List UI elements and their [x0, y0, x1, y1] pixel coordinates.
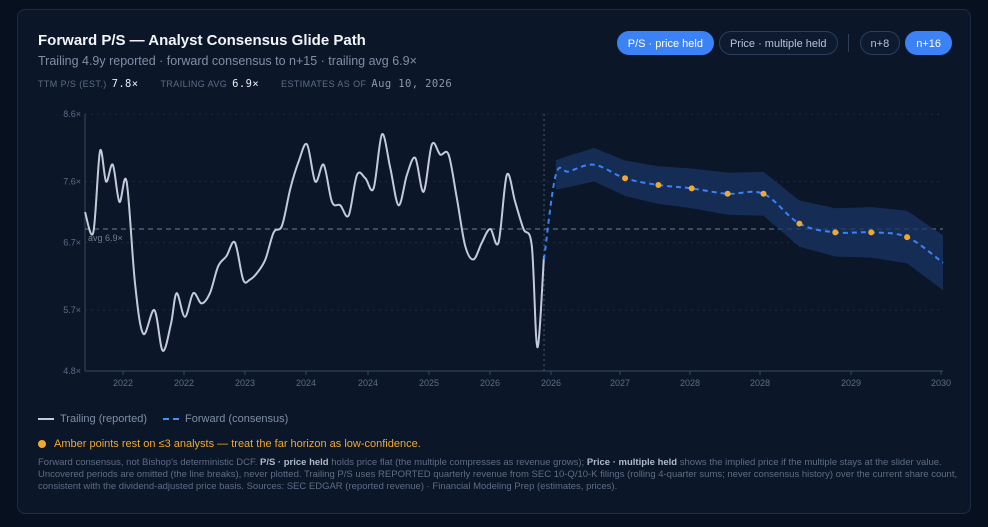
x-tick-label: 2030: [931, 378, 951, 388]
x-tick-label: 2025: [419, 378, 439, 388]
legend: Trailing (reported) Forward (consensus): [38, 413, 304, 425]
x-tick-label: 2028: [680, 378, 700, 388]
chart-plot: 4.8× 5.7× 6.7× 7.6× 8.6× 2022 2022 2023 2024 2024…: [63, 109, 951, 388]
avg-line-label: avg 6.9×: [88, 233, 123, 243]
ttm-value: 7.8×: [111, 78, 139, 90]
x-tick-label: 2029: [841, 378, 861, 388]
forward-confidence-band: [555, 148, 943, 291]
x-tick-label: 2024: [296, 378, 316, 388]
legend-item-forward: Forward (consensus): [163, 413, 288, 425]
trailing-series-line: [84, 133, 545, 352]
amber-low-confidence-point: [688, 185, 695, 192]
footnote-bold-1: P/S · price held: [259, 457, 329, 468]
x-tick-label: 2026: [541, 378, 561, 388]
amber-low-confidence-point: [760, 190, 767, 197]
legend-swatch-forward: [163, 418, 180, 420]
footnote-text-1: Forward consensus, not Bishop's determin…: [38, 457, 260, 468]
y-tick-label: 6.7×: [63, 238, 81, 248]
footnote-text-2: holds price flat (the multiple compresse…: [328, 457, 587, 468]
x-tick-label: 2024: [358, 378, 378, 388]
chart-card: Forward P/S — Analyst Consensus Glide Pa…: [17, 9, 971, 514]
footnote-text-3: shows the implied price if the multiple …: [38, 457, 958, 492]
x-tick-label: 2027: [610, 378, 630, 388]
chart-subtitle: Trailing 4.9y reported · forward consens…: [38, 54, 417, 68]
x-tick-label: 2026: [480, 378, 500, 388]
avg-label: TRAILING AVG: [160, 79, 228, 89]
amber-low-confidence-point: [655, 182, 662, 189]
legend-label-trailing: Trailing (reported): [60, 413, 148, 425]
amber-low-confidence-point: [796, 220, 803, 227]
x-tick-label: 2023: [235, 378, 255, 388]
amber-low-confidence-point: [622, 175, 629, 182]
legend-label-forward: Forward (consensus): [185, 413, 289, 425]
footnote-bold-2: Price · multiple held: [586, 457, 678, 468]
controls: P/S · price held Price · multiple held n…: [612, 31, 952, 55]
controls-divider: [847, 34, 849, 52]
amber-low-confidence-point: [868, 229, 875, 236]
warning-text: Amber points rest on ≤3 analysts — treat…: [54, 438, 421, 450]
footnote: Forward consensus, not Bishop's determin…: [38, 457, 958, 493]
amber-low-confidence-point: [904, 234, 911, 241]
mode-multiple-held-button[interactable]: Price · multiple held: [718, 31, 838, 55]
low-confidence-warning: Amber points rest on ≤3 analysts — treat…: [38, 438, 421, 450]
x-tick-label: 2028: [750, 378, 770, 388]
amber-low-confidence-point: [832, 229, 839, 236]
asof-value: Aug 10, 2026: [371, 78, 453, 90]
chart-title: Forward P/S — Analyst Consensus Glide Pa…: [38, 32, 366, 49]
mode-price-held-button[interactable]: P/S · price held: [616, 31, 714, 55]
stats-row: TTM P/S (EST.) 7.8× TRAILING AVG 6.9× ESTIMA…: [38, 78, 474, 90]
y-tick-label: 8.6×: [63, 109, 81, 119]
asof-label: ESTIMATES AS OF: [281, 79, 367, 89]
avg-value: 6.9×: [232, 78, 260, 90]
horizon-n16-button[interactable]: n+16: [905, 31, 952, 55]
legend-swatch-trailing: [38, 418, 54, 420]
amber-low-confidence-point: [724, 190, 731, 197]
x-tick-label: 2022: [174, 378, 194, 388]
y-tick-label: 7.6×: [63, 177, 81, 187]
horizon-n8-button[interactable]: n+8: [859, 31, 901, 55]
y-tick-label: 4.8×: [63, 366, 81, 376]
forward-series-line: [543, 163, 944, 264]
amber-dot-icon: [38, 440, 46, 448]
y-tick-label: 5.7×: [63, 305, 81, 315]
legend-item-trailing: Trailing (reported): [38, 413, 147, 425]
ttm-label: TTM P/S (EST.): [38, 79, 107, 89]
x-tick-label: 2022: [113, 378, 133, 388]
